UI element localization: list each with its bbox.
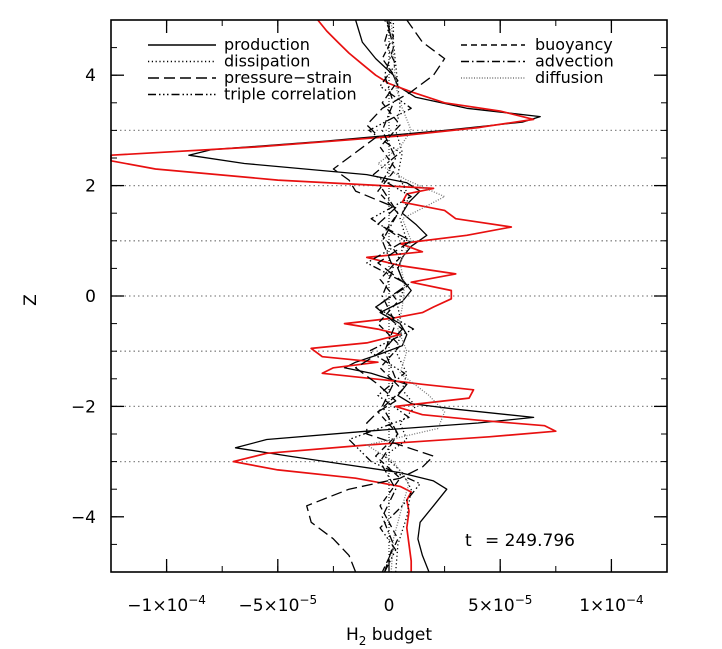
x-tick-mantissa: 0 [384,596,395,616]
legend-label: advection [535,52,614,71]
series-advection [379,19,399,573]
series-red-curve [110,19,557,572]
x-tick-label: −1×10−4 [127,593,206,616]
y-tick-label: −2 [71,397,96,417]
x-tick-exponent: −4 [188,593,206,607]
series-dissipation [383,20,417,573]
series-triple-correlation [348,19,421,573]
data-series [110,19,557,573]
legend-label: pressure−strain [224,68,352,87]
legend-label: production [224,35,310,54]
series-diffusion [366,19,446,573]
series-buoyancy [375,19,403,573]
x-axis-title-main: H [346,625,359,645]
y-tick-label: −4 [71,508,96,528]
legend-label: dissipation [224,52,310,71]
x-tick-label: 1×10−4 [579,593,643,616]
y-tick-label: 2 [85,177,96,197]
x-tick-mantissa: −5×10 [238,596,299,616]
gridlines [111,20,667,572]
legend-label: buoyancy [535,35,613,54]
legend-label: triple correlation [224,85,357,104]
x-axis-title: H2 budget [346,625,432,648]
y-tick-label: 0 [85,287,96,307]
x-tick-mantissa: 1×10 [579,596,626,616]
x-tick-label: 5×10−5 [468,593,532,616]
legend: productiondissipationpressure−straintrip… [148,35,614,104]
x-axis-title-subscript: 2 [359,634,367,648]
x-tick-mantissa: −1×10 [127,596,188,616]
x-tick-mantissa: 5×10 [468,596,515,616]
y-tick-label: 4 [85,66,96,86]
x-tick-exponent: −4 [626,593,644,607]
x-tick-label: −5×10−5 [238,593,317,616]
time-annotation-label: t [465,531,472,551]
x-tick-label: 0 [384,596,395,616]
y-axis-title: Z [21,294,41,306]
x-tick-exponent: −5 [299,593,317,607]
x-tick-exponent: −5 [515,593,533,607]
legend-label: diffusion [535,68,603,87]
time-annotation-value: = 249.796 [485,531,575,551]
series-pressure-strain [306,19,446,573]
x-axis-title-rest: budget [366,625,432,645]
